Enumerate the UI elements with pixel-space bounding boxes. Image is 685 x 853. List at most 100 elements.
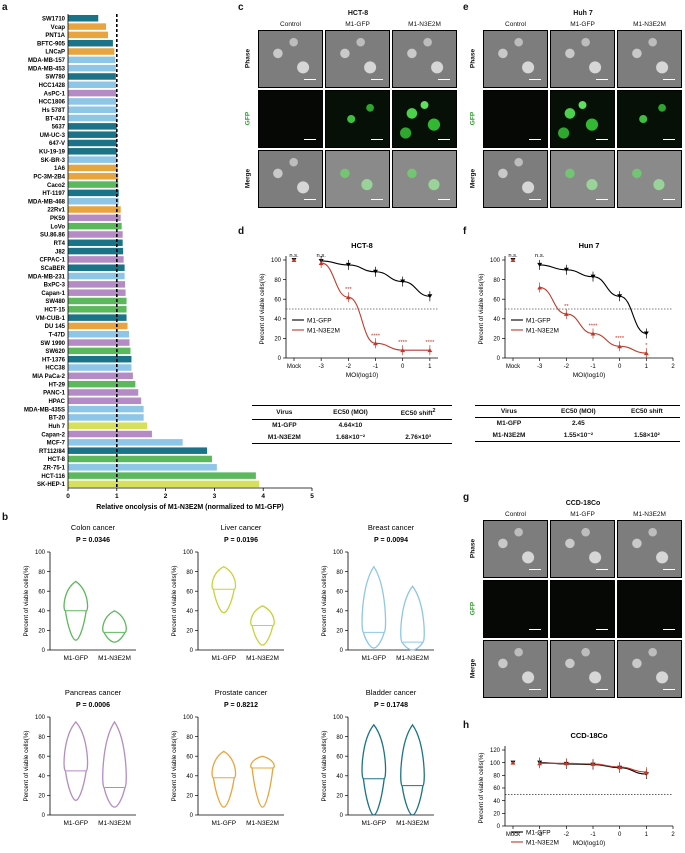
bar [68, 464, 217, 471]
y-tick-label: 0 [340, 813, 344, 819]
scale-bar [529, 568, 541, 570]
y-tick-label: 60 [336, 589, 343, 595]
category-label: SU.86.86 [40, 233, 66, 239]
micrograph-grid-ccd18co: CCD-18Co Control M1-GFP M1-N3E2M Phase GFP Mer… [463, 490, 685, 715]
p-value: P = 0.0094 [374, 537, 408, 544]
y-tick-label: 40 [38, 609, 45, 615]
scale-bar [663, 198, 675, 200]
category-label: HT-1376 [42, 357, 66, 363]
data-point [373, 269, 379, 274]
y-tick-label: 120 [490, 748, 501, 754]
data-point [617, 344, 623, 349]
category-label: HCC1428 [39, 83, 66, 89]
micrograph-image [617, 580, 682, 638]
category-label: UM-UC-3 [40, 133, 66, 139]
x-tick-label: M1-N3E2M [246, 655, 279, 662]
bar [68, 139, 117, 147]
y-tick-label: 60 [336, 754, 343, 760]
violin-title: Breast cancer [368, 523, 415, 532]
x-tick-label: 5 [310, 493, 314, 500]
category-label: SCaBER [41, 266, 66, 272]
scale-bar [529, 688, 541, 690]
bar [68, 322, 128, 330]
x-tick-label: 2 [671, 832, 675, 838]
category-label: Hs 578T [42, 108, 65, 114]
x-tick-label: Mock [287, 364, 302, 370]
bar [68, 372, 133, 380]
panel-letter-e: e [463, 2, 469, 13]
panel-letter-b: b [2, 512, 9, 523]
x-axis-label: MOI(log10) [573, 372, 606, 379]
category-label: PK59 [50, 216, 66, 222]
y-tick-label: 0 [278, 356, 282, 362]
category-label: PC-3M-2B4 [33, 174, 65, 180]
micrograph-image [617, 90, 682, 148]
violin [250, 755, 275, 808]
category-label: MDA-MB-231 [28, 274, 66, 280]
data-point [427, 294, 433, 299]
micrograph-image [325, 90, 390, 148]
scale-bar [529, 628, 541, 630]
micrograph-image [550, 150, 615, 208]
y-axis-label: Percent of viable cells(%) [478, 752, 485, 823]
data-point [563, 761, 569, 766]
micrograph-image [550, 640, 615, 698]
row-header: GFP [469, 111, 477, 126]
y-tick-label: 60 [186, 754, 193, 760]
x-tick-label: M1-GFP [212, 820, 237, 827]
data-point [617, 765, 623, 770]
bar [68, 222, 122, 230]
y-axis-label: Percent of viable cells(%) [171, 565, 178, 636]
y-tick-label: 80 [186, 570, 193, 576]
scale-bar [438, 198, 450, 200]
y-axis-label: Percent of viable cells(%) [259, 273, 266, 344]
bar [68, 480, 260, 488]
table-cell: M1-GFP [496, 420, 522, 427]
bar [68, 73, 116, 80]
bar [68, 439, 183, 446]
category-label: CFPAC-1 [39, 258, 65, 264]
category-label: Capan-2 [41, 432, 65, 438]
micrograph-image [617, 640, 682, 698]
category-label: HCT-15 [44, 308, 65, 314]
category-label: MCF-7 [47, 441, 66, 447]
y-tick-label: 40 [186, 609, 193, 615]
row-header: Merge [244, 168, 252, 189]
micrograph-image [258, 150, 323, 208]
x-axis-label: MOI(log10) [573, 840, 606, 847]
category-label: SW620 [45, 349, 65, 355]
bar [68, 123, 117, 130]
micrograph-image [617, 30, 682, 88]
y-tick-label: 100 [183, 550, 194, 556]
scale-bar [596, 688, 608, 690]
category-label: SW780 [45, 75, 65, 81]
bar [68, 380, 136, 388]
category-label: AsPC-1 [44, 91, 66, 97]
scale-bar [596, 138, 608, 140]
data-point [643, 331, 649, 336]
bar [68, 297, 127, 305]
x-tick-label: M1-N3E2M [98, 820, 131, 827]
x-tick-label: 0 [618, 364, 622, 370]
p-value: P = 0.1748 [374, 702, 408, 709]
bar [68, 389, 139, 396]
y-tick-label: 40 [493, 799, 500, 805]
y-tick-label: 0 [497, 356, 501, 362]
y-tick-label: 80 [38, 570, 45, 576]
y-tick-label: 100 [333, 550, 344, 556]
column-header: Control [280, 21, 301, 28]
violin [211, 750, 237, 808]
data-point [345, 295, 351, 300]
y-tick-label: 80 [493, 278, 500, 284]
violin-title: Liver cancer [221, 523, 262, 532]
x-tick-label: -2 [564, 832, 570, 838]
bar [68, 164, 118, 172]
significance-label: ** [564, 304, 569, 310]
x-tick-label: -3 [537, 364, 543, 370]
y-tick-label: 0 [190, 813, 194, 819]
panel-letter-c: c [238, 2, 244, 13]
x-tick-label: -1 [590, 832, 596, 838]
scale-bar [304, 78, 316, 80]
bar [68, 48, 115, 55]
category-label: LoVo [50, 224, 65, 230]
